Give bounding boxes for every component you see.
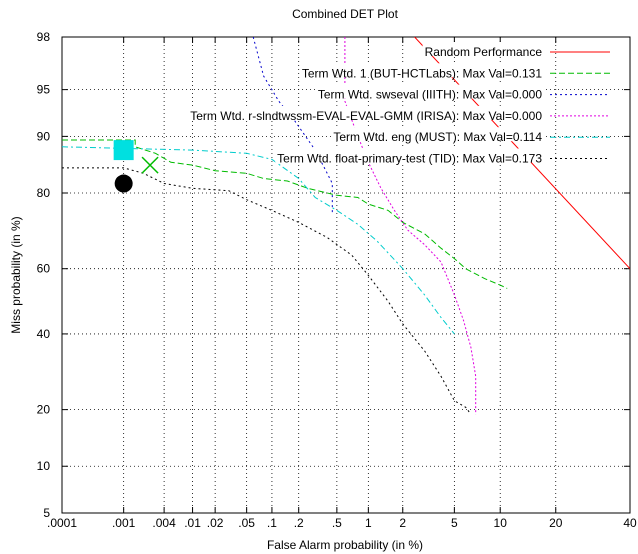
y-tick-label: 60 — [37, 262, 51, 276]
x-tick-label: .0001 — [47, 516, 77, 530]
legend-label: Random Performance — [425, 45, 543, 59]
y-tick-label: 40 — [37, 327, 51, 341]
legend-bg — [188, 105, 545, 120]
marker-circle — [114, 174, 133, 193]
legend-label: Term Wtd. float-primary-test (TID): Max … — [277, 152, 542, 166]
legend: Random Performance Term Wtd. 1 (BUT-HCTLa… — [188, 42, 610, 166]
x-tick-label: .05 — [238, 516, 255, 530]
legend-bg — [331, 127, 545, 142]
y-tick-label: 20 — [37, 403, 51, 417]
series-line-4 — [62, 146, 455, 335]
chart-title: Combined DET Plot — [292, 7, 398, 21]
legend-bg — [422, 42, 545, 56]
x-tick-label: .01 — [184, 516, 201, 530]
x-tick-label: 40 — [623, 516, 637, 530]
series-line-2 — [252, 37, 333, 215]
x-tick-label: .5 — [332, 516, 342, 530]
y-tick-label: 5 — [43, 506, 50, 520]
marker-square — [113, 140, 134, 161]
legend-bg — [299, 63, 545, 78]
operating-point-markers — [113, 140, 159, 193]
series-line-3 — [344, 37, 477, 415]
x-tick-label: 5 — [451, 516, 458, 530]
x-tick-label: 1 — [365, 516, 372, 530]
legend-bg — [315, 84, 545, 99]
x-tick-label: 10 — [494, 516, 508, 530]
marker-x — [141, 156, 159, 174]
legend-label: Term Wtd. r-slndtwssm-EVAL-EVAL-GMM (IRI… — [190, 109, 542, 123]
legend-label: Term Wtd. 1 (BUT-HCTLabs): Max Val=0.131 — [302, 66, 543, 80]
x-tick-label: .001 — [112, 516, 136, 530]
series-line-5 — [62, 167, 472, 415]
axes: .0001 .001 .004 .01 .02 .05 .1 .2 .5 1 2 5 10 20 40 5 10… — [37, 30, 637, 530]
plot-frame — [61, 36, 631, 514]
y-tick-label: 90 — [37, 129, 51, 143]
legend-label: Term Wtd. eng (MUST): Max Val=0.114 — [333, 130, 542, 144]
y-axis-label: Miss probability (in %) — [9, 216, 23, 333]
legend-label: Term Wtd. swseval (IIITH): Max Val=0.000 — [318, 88, 542, 102]
x-tick-label: 20 — [549, 516, 563, 530]
x-axis-label: False Alarm probability (in %) — [267, 538, 423, 552]
y-tick-label: 80 — [37, 186, 51, 200]
x-tick-label: .004 — [152, 516, 176, 530]
legend-bg — [275, 148, 545, 163]
x-tick-label: 2 — [399, 516, 406, 530]
x-tick-label: .1 — [267, 516, 277, 530]
y-tick-label: 10 — [37, 459, 51, 473]
y-tick-label: 95 — [37, 83, 51, 97]
series-line-1 — [62, 139, 508, 289]
x-tick-label: .02 — [207, 516, 224, 530]
y-tick-label: 98 — [37, 30, 51, 44]
x-tick-label: .2 — [294, 516, 304, 530]
